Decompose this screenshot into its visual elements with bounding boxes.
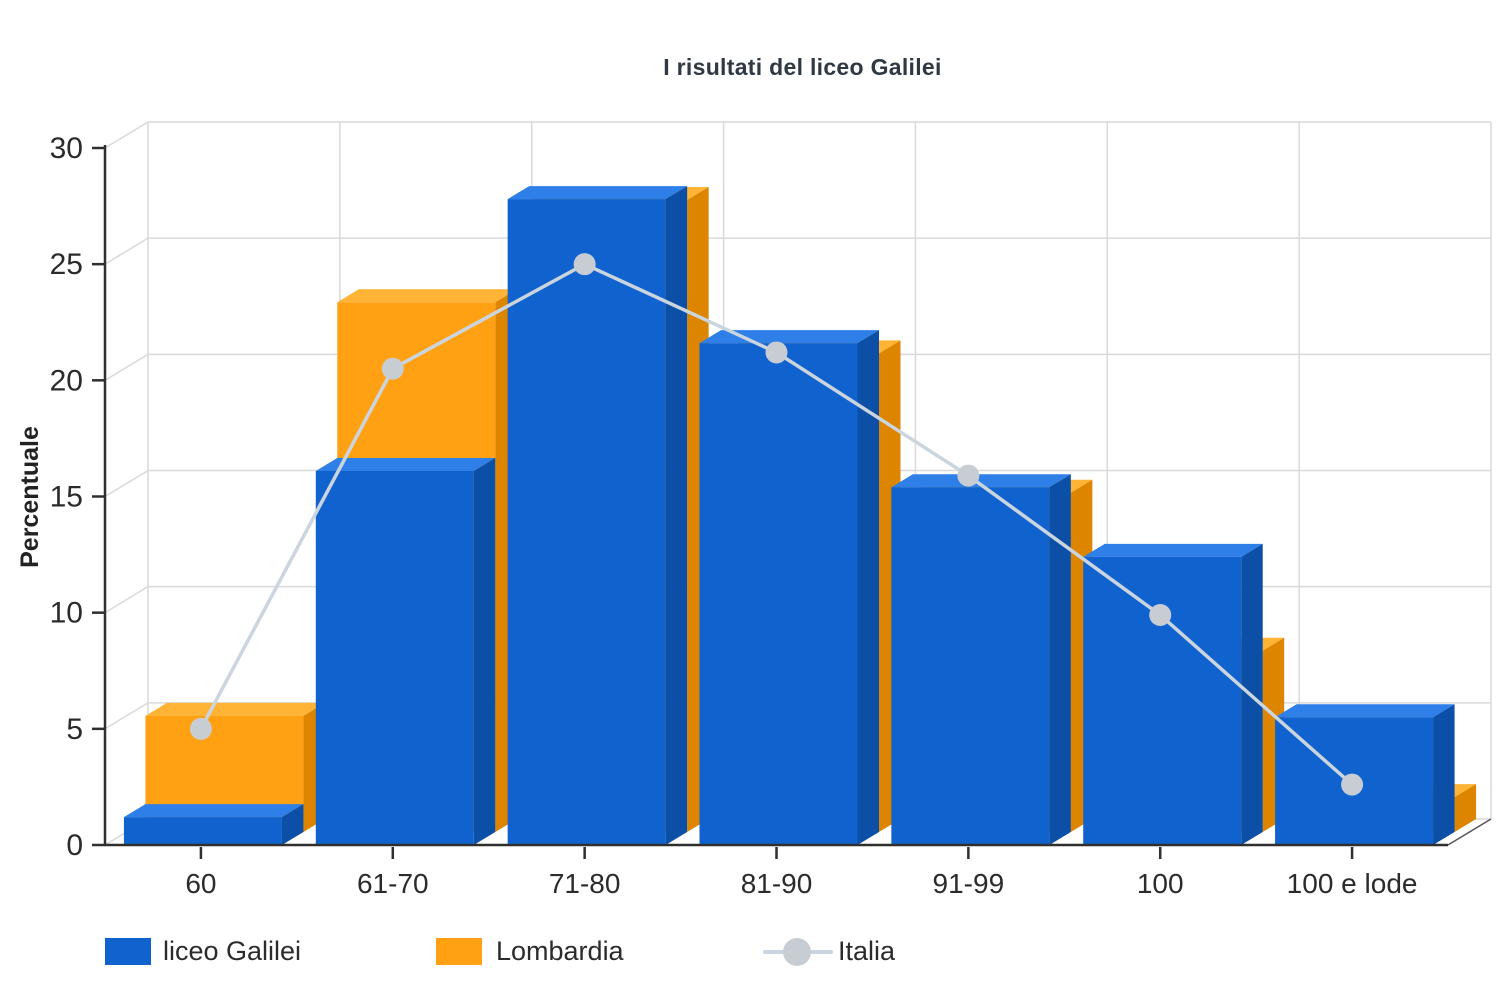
y-tick-label: 15 — [50, 481, 83, 514]
gridline-depth-connector — [104, 353, 149, 381]
bar-liceo-galilei-91-99-front — [891, 487, 1050, 845]
legend-swatch-liceo-galilei — [105, 938, 151, 965]
bar-liceo-galilei-100 e lode-side — [1433, 704, 1455, 845]
y-tick-label: 5 — [66, 713, 83, 746]
floor-right-edge — [1447, 818, 1492, 846]
gridline-depth-connector — [104, 586, 149, 614]
x-tick-label: 60 — [185, 868, 216, 899]
bar-lombardia-100 e lode-side — [1454, 784, 1477, 832]
bar-lombardia-60-top — [145, 702, 325, 716]
point-italia-60 — [189, 717, 212, 740]
point-italia-71-80 — [573, 253, 596, 276]
bar-liceo-galilei-61-70-side — [473, 457, 496, 845]
bar-liceo-galilei-81-90-front — [699, 343, 858, 845]
y-tick-label: 20 — [50, 364, 83, 397]
point-italia-100 e lode — [1341, 773, 1364, 796]
legend-label-italia: Italia — [838, 936, 896, 966]
legend-marker-italia — [783, 938, 811, 966]
chart-title: I risultati del liceo Galilei — [663, 54, 942, 80]
y-axis-title: Percentuale — [16, 426, 44, 568]
x-tick-label: 100 — [1137, 868, 1184, 899]
bar-liceo-galilei-81-90-side — [857, 330, 879, 845]
point-italia-91-99 — [957, 464, 980, 487]
bar-liceo-galilei-91-99-side — [1049, 474, 1071, 845]
legend-swatch-lombardia — [436, 938, 482, 965]
bar-liceo-galilei-71-80-side — [665, 186, 688, 845]
bar-liceo-galilei-60-top — [123, 804, 304, 818]
x-tick-label: 100 e lode — [1287, 868, 1418, 899]
y-tick-label: 0 — [66, 829, 83, 862]
bar-liceo-galilei-100-front — [1083, 556, 1242, 845]
bar-liceo-galilei-91-99-top — [891, 474, 1071, 488]
bar-liceo-galilei-60-front — [123, 817, 282, 845]
gridline-depth-connector — [104, 121, 149, 149]
x-tick-label: 81-90 — [741, 868, 813, 899]
y-tick-label: 25 — [50, 248, 83, 281]
bar-liceo-galilei-71-80-front — [507, 199, 666, 845]
bar-liceo-galilei-61-70-front — [315, 470, 474, 845]
gridline-depth-connector — [104, 702, 149, 730]
gridline-depth-connector — [104, 469, 149, 498]
point-italia-81-90 — [765, 341, 788, 364]
y-tick-label: 30 — [50, 132, 83, 165]
legend-label-lombardia: Lombardia — [496, 936, 624, 966]
x-tick-label: 71-80 — [549, 868, 621, 899]
y-tick-label: 10 — [50, 597, 83, 630]
bar-liceo-galilei-100-top — [1083, 543, 1263, 557]
legend-label-liceo-galilei: liceo Galilei — [163, 936, 302, 966]
bar-liceo-galilei-60-side — [281, 804, 304, 845]
bar-liceo-galilei-71-80-top — [507, 186, 688, 200]
x-tick-label: 61-70 — [357, 868, 429, 899]
point-italia-61-70 — [381, 357, 404, 380]
gridline-depth-connector — [104, 237, 149, 265]
bar-lombardia-61-70-top — [337, 289, 517, 303]
bar-liceo-galilei-61-70-top — [315, 457, 496, 471]
x-tick-label: 91-99 — [933, 868, 1005, 899]
bar-liceo-galilei-81-90-top — [699, 330, 879, 344]
bar-liceo-galilei-100 e lode-top — [1275, 704, 1455, 718]
point-italia-100 — [1149, 603, 1172, 626]
